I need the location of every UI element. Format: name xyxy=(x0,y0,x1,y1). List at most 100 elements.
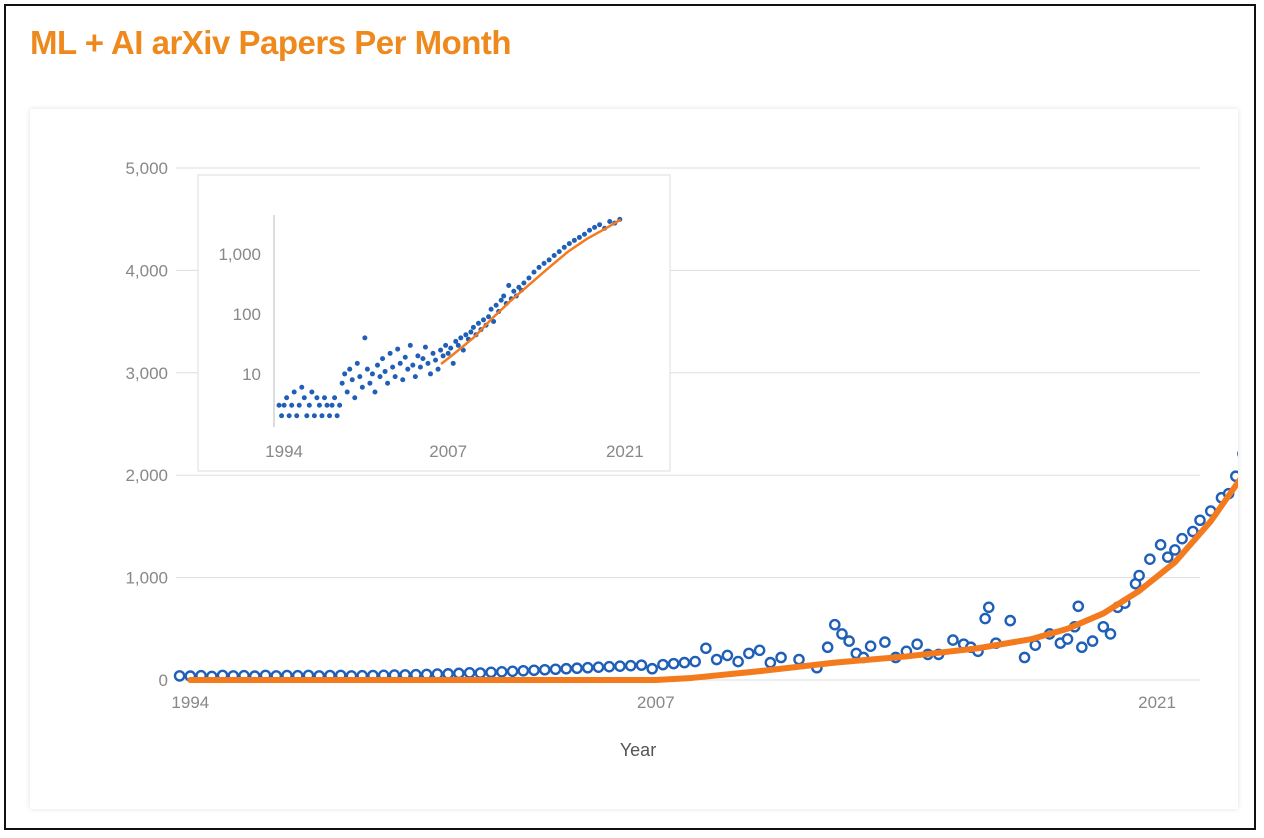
inset-data-point xyxy=(354,360,360,366)
data-point xyxy=(173,670,186,682)
data-point xyxy=(1194,514,1206,527)
inset-data-point xyxy=(294,413,300,419)
data-point xyxy=(864,640,877,653)
data-point xyxy=(710,653,723,666)
data-point xyxy=(1176,532,1188,545)
inset-data-point xyxy=(410,362,416,368)
inset-data-point xyxy=(448,345,454,351)
y-tick-label: 1,000 xyxy=(125,569,168,588)
data-point xyxy=(1104,628,1117,640)
inset-data-point xyxy=(460,347,466,353)
data-point xyxy=(453,667,465,680)
main-chart: 0 1,000 2,000 3,000 4,000 5,000 1994 2007 2021 Ye… xyxy=(125,159,1238,760)
data-point xyxy=(1097,620,1110,633)
inset-data-point xyxy=(334,413,340,419)
data-point xyxy=(646,662,658,675)
inset-data-point xyxy=(425,360,431,366)
inset-data-point xyxy=(332,395,338,401)
data-point xyxy=(764,656,777,669)
inset-data-point xyxy=(395,346,401,352)
inset-data-point xyxy=(402,354,408,360)
data-point xyxy=(700,642,712,655)
inset-data-point xyxy=(382,368,388,374)
inset-data-point xyxy=(392,374,398,380)
inset-data-point xyxy=(344,389,350,395)
data-point xyxy=(463,667,476,679)
inset-data-point xyxy=(551,252,557,258)
data-point xyxy=(828,618,841,631)
data-point xyxy=(775,651,787,664)
inset-data-point xyxy=(337,402,343,408)
data-point xyxy=(753,644,766,657)
data-point xyxy=(793,653,805,666)
inset-data-point xyxy=(566,241,572,247)
data-point xyxy=(635,659,648,671)
data-point xyxy=(474,667,487,679)
data-point xyxy=(603,660,616,673)
inset-data-point xyxy=(387,350,393,356)
data-point xyxy=(528,664,540,677)
data-point xyxy=(1161,551,1174,563)
inset-data-point xyxy=(501,293,507,299)
data-point xyxy=(485,666,497,679)
inset-data-point xyxy=(607,219,613,225)
inset-data-point xyxy=(362,335,368,341)
data-point xyxy=(879,636,891,648)
inset-trend-line xyxy=(440,218,622,365)
inset-data-point xyxy=(417,364,423,370)
inset-data-point xyxy=(289,402,295,408)
data-point xyxy=(1086,635,1099,647)
inset-data-point xyxy=(319,413,325,419)
inset-data-point xyxy=(279,413,285,419)
y-tick-label: 4,000 xyxy=(125,261,168,280)
data-point xyxy=(667,657,680,670)
inset-data-point xyxy=(498,297,504,303)
data-point xyxy=(506,665,519,678)
inset-data-point xyxy=(369,371,375,377)
inset-data-point xyxy=(581,231,587,237)
data-point xyxy=(843,635,855,647)
inset-data-point xyxy=(385,380,391,386)
inset-data-point xyxy=(450,360,456,366)
inset-data-point xyxy=(372,389,378,395)
data-point xyxy=(517,664,530,677)
inset-data-point xyxy=(301,395,307,401)
data-point xyxy=(1072,600,1085,613)
inset-data-point xyxy=(352,395,358,401)
inset-data-point xyxy=(327,413,333,419)
inset-data-point xyxy=(526,275,532,281)
y-tick-label: 2,000 xyxy=(125,466,168,485)
data-point xyxy=(1154,539,1167,551)
inset-data-point xyxy=(463,332,469,338)
inset-data-point xyxy=(349,377,355,383)
inset-data-point xyxy=(458,335,464,341)
trend-line xyxy=(187,477,1238,683)
inset-data-point xyxy=(309,389,315,395)
inset-data-point xyxy=(491,319,497,325)
inset-data-point xyxy=(407,342,413,348)
inset-data-point xyxy=(433,357,439,363)
inset-data-point xyxy=(561,244,567,250)
inset-data-point xyxy=(445,350,451,356)
inset-data-point xyxy=(455,342,461,348)
inset-data-point xyxy=(415,353,421,359)
data-point xyxy=(821,641,834,654)
inset-data-point xyxy=(468,329,474,335)
inset-y-tick-label: 10 xyxy=(242,365,261,384)
data-point xyxy=(1004,614,1017,627)
inset-data-point xyxy=(556,249,562,255)
data-point xyxy=(592,661,605,674)
y-tick-label: 3,000 xyxy=(125,364,168,383)
inset-data-point xyxy=(438,347,444,353)
inset-data-point xyxy=(420,356,426,362)
inset-data-point xyxy=(324,402,330,408)
x-tick-label: 2007 xyxy=(637,693,675,712)
inset-data-point xyxy=(521,280,527,286)
data-point xyxy=(1018,651,1031,664)
inset-data-point xyxy=(576,234,582,240)
inset-data-point xyxy=(296,402,302,408)
inset-data-point xyxy=(587,227,593,233)
inset-data-point xyxy=(493,302,499,308)
data-point xyxy=(1133,569,1145,582)
data-point xyxy=(1169,544,1181,556)
